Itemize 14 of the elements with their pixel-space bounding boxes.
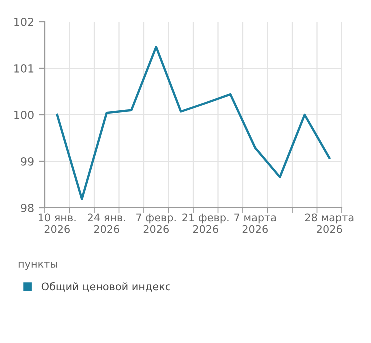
y-axis-title: пункты	[18, 262, 58, 270]
y-tick-label: 101	[14, 64, 34, 73]
x-tick-label: 28 марта 2026	[305, 214, 354, 234]
legend-label: Общий ценовой индекс	[42, 282, 170, 292]
x-tick-label: 10 янв. 2026	[38, 214, 76, 234]
line-series	[56, 46, 331, 200]
x-tick-label: 24 янв. 2026	[88, 214, 126, 234]
y-tick-label: 100	[14, 110, 34, 120]
x-tick-label: 7 марта 2026	[234, 214, 276, 234]
y-tick-label: 102	[14, 18, 34, 26]
y-tick-label: 98	[21, 204, 34, 212]
y-tick-label: 99	[21, 157, 34, 166]
x-tick-label: 7 февр. 2026	[136, 214, 176, 234]
x-tick-label: 21 февр. 2026	[182, 214, 229, 234]
